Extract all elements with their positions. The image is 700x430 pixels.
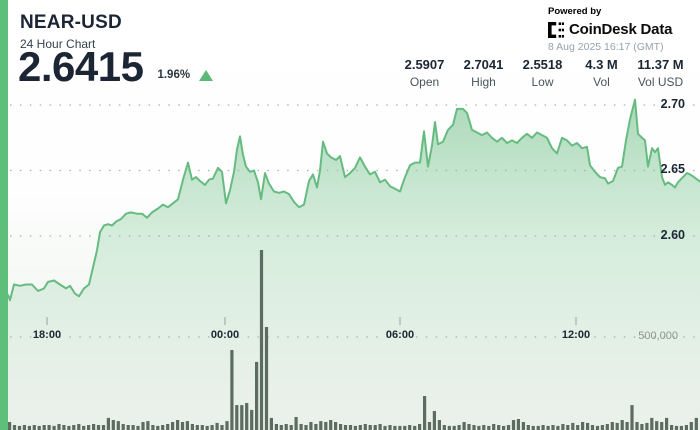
chart-timestamp: 8 Aug 2025 16:17 (GMT) bbox=[548, 41, 664, 53]
stat-vol-value: 4.3 M bbox=[585, 57, 618, 72]
stat-low: 2.5518 Low bbox=[513, 57, 572, 89]
ohlc-stats-row: 2.5907 Open 2.7041 High 2.5518 Low 4.3 M… bbox=[395, 57, 690, 89]
powered-by-block: Powered by CoinDesk Data 8 Aug 2025 16:1… bbox=[548, 6, 672, 53]
stat-high: 2.7041 High bbox=[454, 57, 513, 89]
chart-range-subtitle: 24 Hour Chart bbox=[20, 37, 96, 51]
coindesk-logo-icon bbox=[548, 21, 564, 38]
stat-open-value: 2.5907 bbox=[404, 57, 445, 72]
stat-open-label: Open bbox=[409, 75, 440, 89]
y-axis-label-2-70: 2.70 bbox=[660, 97, 685, 111]
stat-high-value: 2.7041 bbox=[463, 57, 504, 72]
coindesk-brand-label: CoinDesk Data bbox=[569, 21, 673, 38]
instrument-title: NEAR-USD bbox=[20, 12, 122, 33]
coindesk-data-link[interactable]: CoinDesk Data bbox=[548, 21, 672, 38]
accent-bar bbox=[0, 0, 8, 430]
chart-header: NEAR-USD 24 Hour Chart bbox=[20, 12, 122, 51]
powered-by-label: Powered by bbox=[548, 6, 602, 17]
stat-vol-usd-label: Vol USD bbox=[637, 75, 684, 89]
x-axis-label-00-00: 00:00 bbox=[210, 329, 240, 341]
y-axis-label-2-65: 2.65 bbox=[660, 162, 685, 176]
stat-vol-usd-value: 11.37 M bbox=[637, 57, 684, 72]
y-axis-label-2-60: 2.60 bbox=[660, 228, 685, 242]
stat-vol-label: Vol bbox=[593, 75, 610, 89]
volume-axis-label: 500,000 bbox=[638, 330, 678, 342]
stat-high-label: High bbox=[471, 75, 496, 89]
price-change-percent: 1.96% bbox=[157, 69, 191, 81]
stat-low-label: Low bbox=[531, 75, 554, 89]
stat-vol-usd: 11.37 M Vol USD bbox=[631, 57, 690, 89]
price-row: 2.6415 1.96% bbox=[18, 43, 214, 90]
change-up-icon bbox=[199, 70, 214, 81]
current-price: 2.6415 bbox=[18, 43, 144, 90]
x-axis-label-06-00: 06:00 bbox=[385, 329, 415, 341]
x-axis-label-18-00: 18:00 bbox=[32, 329, 62, 341]
stat-low-value: 2.5518 bbox=[522, 57, 563, 72]
stat-open: 2.5907 Open bbox=[395, 57, 454, 89]
x-axis-label-12-00: 12:00 bbox=[561, 329, 591, 341]
stat-vol: 4.3 M Vol bbox=[572, 57, 631, 89]
